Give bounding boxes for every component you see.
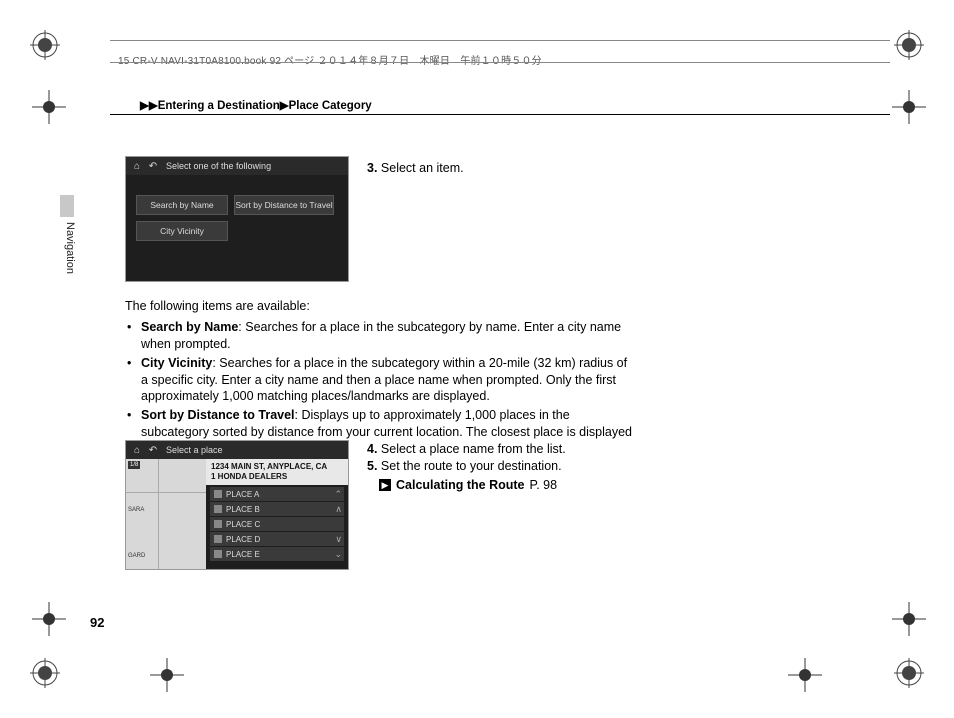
- step-text: Set the route to your destination.: [377, 459, 561, 473]
- scroll-up-icon[interactable]: ∧: [335, 504, 342, 515]
- back-icon[interactable]: ↶: [146, 443, 160, 457]
- screenshot-select-place: ⌂ ↶ Select a place 1/8 SARA GARD 1234 MA…: [125, 440, 349, 570]
- reg-mark: [30, 600, 68, 638]
- item-title: Search by Name: [141, 320, 238, 334]
- addr-line: 1 HONDA DEALERS: [211, 472, 343, 482]
- step-num: 5.: [367, 459, 377, 473]
- addr-line: 1234 MAIN ST, ANYPLACE, CA: [211, 462, 343, 472]
- crop-mark-bl: [30, 658, 60, 688]
- crop-mark-br: [894, 658, 924, 688]
- place-row[interactable]: PLACE E ⌄: [210, 547, 344, 561]
- scroll-down-icon[interactable]: ∨: [335, 534, 342, 545]
- reg-mark: [890, 88, 928, 126]
- map-scale: 1/8: [128, 461, 140, 469]
- steps-4-5: 4. Select a place name from the list. 5.…: [367, 441, 566, 494]
- place-label: PLACE B: [226, 505, 260, 514]
- ss2-titlebar: ⌂ ↶ Select a place: [126, 441, 348, 459]
- place-row[interactable]: PLACE D ∨: [210, 532, 344, 546]
- breadcrumb-seg: Entering a Destination: [158, 100, 280, 112]
- crop-mark-tl: [30, 30, 60, 60]
- scroll-top-icon[interactable]: ⌃: [334, 489, 342, 500]
- available-item: City Vicinity: Searches for a place in t…: [125, 355, 635, 406]
- available-item: Search by Name: Searches for a place in …: [125, 319, 635, 353]
- header-file-info: 15 CR-V NAVI-31T0A8100.book 92 ページ ２０１４年…: [118, 52, 542, 67]
- map-label: GARD: [128, 553, 145, 559]
- sort-by-distance-button[interactable]: Sort by Distance to Travel: [234, 195, 334, 215]
- map-preview: 1/8 SARA GARD: [126, 459, 206, 569]
- place-list: PLACE A ⌃ PLACE B ∧ PLACE C PLACE D ∨ PLACE…: [206, 485, 348, 569]
- ss1-titlebar: ⌂ ↶ Select one of the following: [126, 157, 348, 175]
- calc-page: P. 98: [529, 477, 557, 494]
- step-text: Select an item.: [377, 161, 463, 175]
- step-3: 3. Select an item.: [367, 161, 464, 175]
- back-icon[interactable]: ↶: [146, 159, 160, 173]
- header-rule: [110, 62, 890, 63]
- place-icon: [214, 535, 222, 543]
- crop-mark-tr: [894, 30, 924, 60]
- page: 15 CR-V NAVI-31T0A8100.book 92 ページ ２０１４年…: [0, 0, 954, 718]
- item-title: City Vicinity: [141, 356, 212, 370]
- place-row[interactable]: PLACE A ⌃: [210, 487, 344, 501]
- content-rule: [110, 114, 890, 115]
- home-icon[interactable]: ⌂: [130, 159, 144, 173]
- item-text: : Searches for a place in the subcategor…: [141, 356, 627, 404]
- place-icon: [214, 520, 222, 528]
- reg-mark: [30, 88, 68, 126]
- step-5: 5. Set the route to your destination.: [367, 458, 566, 475]
- side-tab-label: Navigation: [64, 222, 76, 274]
- home-icon[interactable]: ⌂: [130, 443, 144, 457]
- reg-mark: [890, 600, 928, 638]
- reg-mark: [148, 656, 186, 694]
- breadcrumb: ▶▶Entering a Destination▶Place Category: [140, 98, 372, 112]
- place-row[interactable]: PLACE B ∧: [210, 502, 344, 516]
- step-num: 3.: [367, 161, 377, 175]
- item-title: Sort by Distance to Travel: [141, 408, 295, 422]
- ss1-title: Select one of the following: [166, 161, 271, 171]
- side-tab-block: [60, 195, 74, 217]
- link-icon: ▶: [379, 479, 391, 491]
- search-by-name-button[interactable]: Search by Name: [136, 195, 228, 215]
- place-label: PLACE A: [226, 490, 259, 499]
- place-label: PLACE E: [226, 550, 260, 559]
- city-vicinity-button[interactable]: City Vicinity: [136, 221, 228, 241]
- map-label: SARA: [128, 507, 144, 513]
- step-4: 4. Select a place name from the list.: [367, 441, 566, 458]
- breadcrumb-seg: Place Category: [289, 100, 372, 112]
- selected-address: 1234 MAIN ST, ANYPLACE, CA 1 HONDA DEALE…: [206, 459, 348, 485]
- ss1-body: Search by Name Sort by Distance to Trave…: [126, 175, 348, 261]
- calc-title: Calculating the Route: [396, 477, 524, 494]
- available-intro: The following items are available:: [125, 298, 635, 315]
- ss2-title: Select a place: [166, 445, 223, 455]
- place-icon: [214, 505, 222, 513]
- breadcrumb-sep-icon: ▶▶: [140, 100, 158, 112]
- place-icon: [214, 550, 222, 558]
- reg-mark: [786, 656, 824, 694]
- place-label: PLACE C: [226, 520, 260, 529]
- header-rule: [110, 40, 890, 41]
- scroll-bottom-icon[interactable]: ⌄: [334, 549, 342, 560]
- place-row[interactable]: PLACE C: [210, 517, 344, 531]
- place-icon: [214, 490, 222, 498]
- page-number: 92: [90, 615, 104, 630]
- calculating-route-ref: ▶ Calculating the Route P. 98: [379, 477, 566, 494]
- breadcrumb-sep-icon: ▶: [280, 100, 289, 112]
- step-text: Select a place name from the list.: [377, 442, 565, 456]
- available-items: The following items are available: Searc…: [125, 298, 635, 460]
- screenshot-select-following: ⌂ ↶ Select one of the following Search b…: [125, 156, 349, 282]
- place-label: PLACE D: [226, 535, 260, 544]
- step-num: 4.: [367, 442, 377, 456]
